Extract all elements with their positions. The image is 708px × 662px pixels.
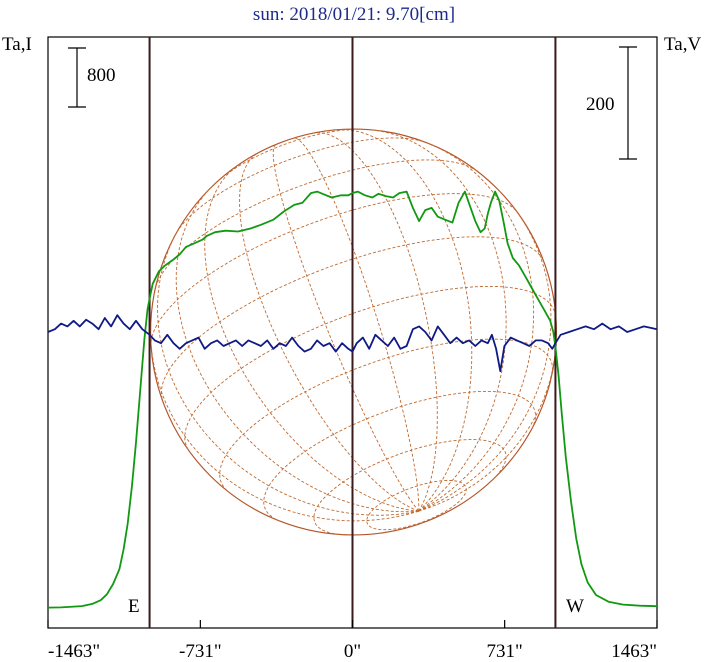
x-tick-label: 1463" [611,641,657,662]
meridian-line [204,163,419,512]
west-limb-label: W [566,596,584,617]
right-scale-bar-label: 200 [586,94,615,115]
parallel-line [160,236,545,400]
right-axis-label: Ta,V [664,34,701,55]
parallel-line [150,193,517,347]
x-axis-ticks: -1463" -731" 0" 731" 1463" [47,620,658,662]
left-axis-label: Ta,I [2,34,32,55]
parallel-line [214,128,363,185]
x-tick-label: -1463" [48,641,100,662]
meridian-line [373,129,507,512]
right-scale-bar: 200 [586,46,637,160]
limb-lines [148,37,557,628]
x-tick-label: -731" [179,641,222,662]
meridian-line [157,224,419,516]
series-line-intensity [47,190,658,609]
meridian-line [311,132,438,512]
meridian-line [239,152,419,512]
meridian-line [340,129,473,512]
left-scale-bar-label: 800 [87,65,116,86]
meridian-line [418,142,535,512]
solar-disk [149,128,558,536]
parallel-line [366,479,467,531]
meridian-line [418,340,557,512]
x-tick-label: 0" [344,641,361,662]
parallel-line [263,390,536,522]
meridian-line [150,323,419,522]
parallel-line [313,439,507,536]
meridian-line [272,144,420,512]
parallel-line [176,137,427,233]
x-tick-label: 731" [487,641,523,662]
meridian-line [418,203,552,512]
left-scale-bar: 800 [68,47,116,108]
parallel-line [184,285,557,450]
chart-title: sun: 2018/01/21: 9.70[cm] [253,4,455,25]
series-group [47,190,658,609]
parallel-line [155,159,478,288]
east-limb-label: E [128,596,140,617]
meridian-line [293,137,420,512]
series-line-polarization [47,314,658,373]
